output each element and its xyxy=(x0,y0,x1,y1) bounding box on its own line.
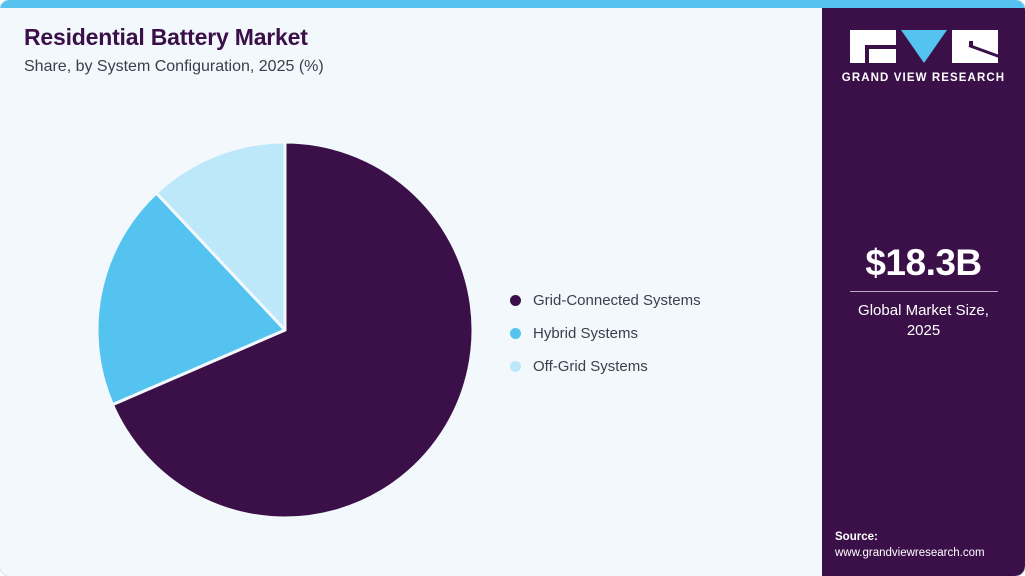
stat-divider xyxy=(849,291,998,292)
top-accent-bar xyxy=(0,0,1025,8)
legend-item-label: Off-Grid Systems xyxy=(533,358,648,375)
brand-wordmark: GRAND VIEW RESEARCH xyxy=(841,72,1006,84)
source-attribution: Source: www.grandviewresearch.com xyxy=(835,529,1025,562)
source-url[interactable]: www.grandviewresearch.com xyxy=(835,547,985,560)
legend-item-off-grid-systems[interactable]: Off-Grid Systems xyxy=(510,350,701,383)
market-size-caption: Global Market Size, 2025 xyxy=(858,302,989,339)
pie-slice[interactable] xyxy=(96,191,287,407)
source-label: Source: xyxy=(835,530,878,543)
legend-item-label: Hybrid Systems xyxy=(533,325,639,342)
pie-slice-group xyxy=(96,141,474,519)
page-title: Residential Battery Market xyxy=(24,24,308,50)
brand-side-panel: GRAND VIEW RESEARCH $18.3B Global Market… xyxy=(822,8,1025,576)
legend-swatch-icon xyxy=(510,361,521,372)
pie-slice[interactable] xyxy=(110,141,474,519)
legend-swatch-icon xyxy=(510,295,521,306)
market-size-value: $18.3B xyxy=(865,242,982,283)
legend-swatch-icon xyxy=(510,328,521,339)
gvr-g-icon xyxy=(849,30,896,63)
brand-logo: GRAND VIEW RESEARCH xyxy=(822,30,1025,84)
legend-item-hybrid-systems[interactable]: Hybrid Systems xyxy=(510,317,701,350)
gvr-r-icon xyxy=(951,30,998,63)
legend-item-label: Grid-Connected Systems xyxy=(533,292,701,309)
logo-marks xyxy=(822,30,1025,63)
market-size-stat: $18.3B Global Market Size, 2025 xyxy=(822,244,1025,341)
chart-legend: Grid-Connected Systems Hybrid Systems Of… xyxy=(510,284,701,383)
pie-slice[interactable] xyxy=(154,141,287,332)
chart-header: Residential Battery Market Share, by Sys… xyxy=(24,24,724,77)
gvr-v-triangle-icon xyxy=(900,30,947,63)
chart-subtitle: Share, by System Configuration, 2025 (%) xyxy=(24,58,324,76)
pie-chart xyxy=(96,141,474,519)
pie-chart-svg xyxy=(96,141,474,519)
legend-item-grid-connected-systems[interactable]: Grid-Connected Systems xyxy=(510,284,701,317)
